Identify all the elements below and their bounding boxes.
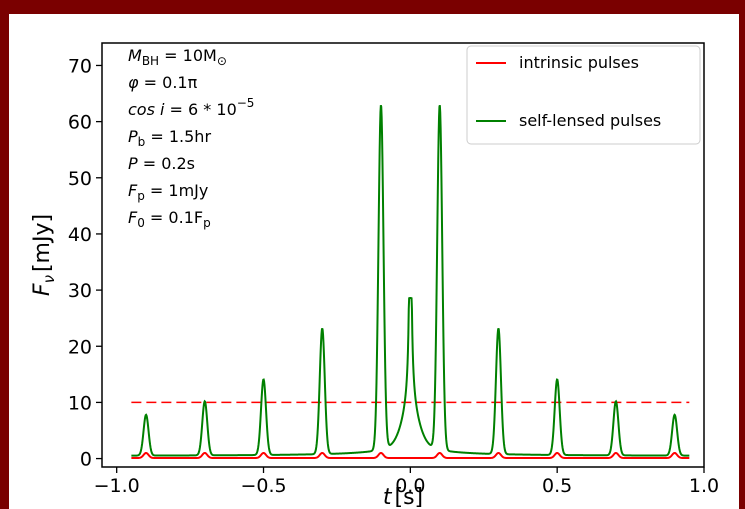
x-tick-label: 0.5: [542, 475, 572, 497]
legend-label: self-lensed pulses: [519, 111, 661, 130]
axes-frame: [101, 42, 705, 468]
param-annotation: φ = 0.1π: [128, 73, 198, 92]
param-annotation: F0 = 0.1Fp: [128, 208, 211, 230]
param-annotation: Pb = 1.5hr: [128, 127, 211, 149]
y-axis-label: Fν[mJy]: [30, 214, 58, 296]
param-annotation: cos i = 6 * 10−5: [128, 96, 254, 119]
param-annotation: P = 0.2s: [128, 154, 195, 173]
param-annotation: MBH = 10M⊙: [128, 46, 227, 68]
figure: −1.0 −0.5 0.0 0.5 1.0 0 10 20 30 40 50 60 70 MBH = 1…: [9, 14, 739, 509]
x-tick-label: 1.0: [689, 475, 719, 497]
x-tick-label: 0.0: [395, 475, 425, 497]
y-tick-label: 60: [68, 112, 92, 134]
y-tick-label: 0: [80, 449, 92, 471]
x-tick-label: −0.5: [240, 475, 286, 497]
y-tick-label: 30: [68, 280, 92, 302]
series-self-lensed-line: [131, 104, 690, 457]
legend: intrinsic pulses self-lensed pulses: [466, 45, 701, 145]
chart-plot: −1.0 −0.5 0.0 0.5 1.0 0 10 20 30 40 50 60 70 MBH = 1…: [30, 42, 719, 509]
x-tick-label: −1.0: [94, 475, 140, 497]
param-annotation: Fp = 1mJy: [128, 181, 208, 203]
legend-label: intrinsic pulses: [519, 53, 639, 72]
y-tick-label: 50: [68, 168, 92, 190]
series-intrinsic-line: [131, 451, 690, 460]
y-tick-label: 10: [68, 392, 92, 414]
y-tick-label: 40: [68, 224, 92, 246]
y-tick-label: 20: [68, 336, 92, 358]
x-axis-label: t [s]: [383, 485, 423, 509]
y-tick-label: 70: [68, 55, 92, 77]
